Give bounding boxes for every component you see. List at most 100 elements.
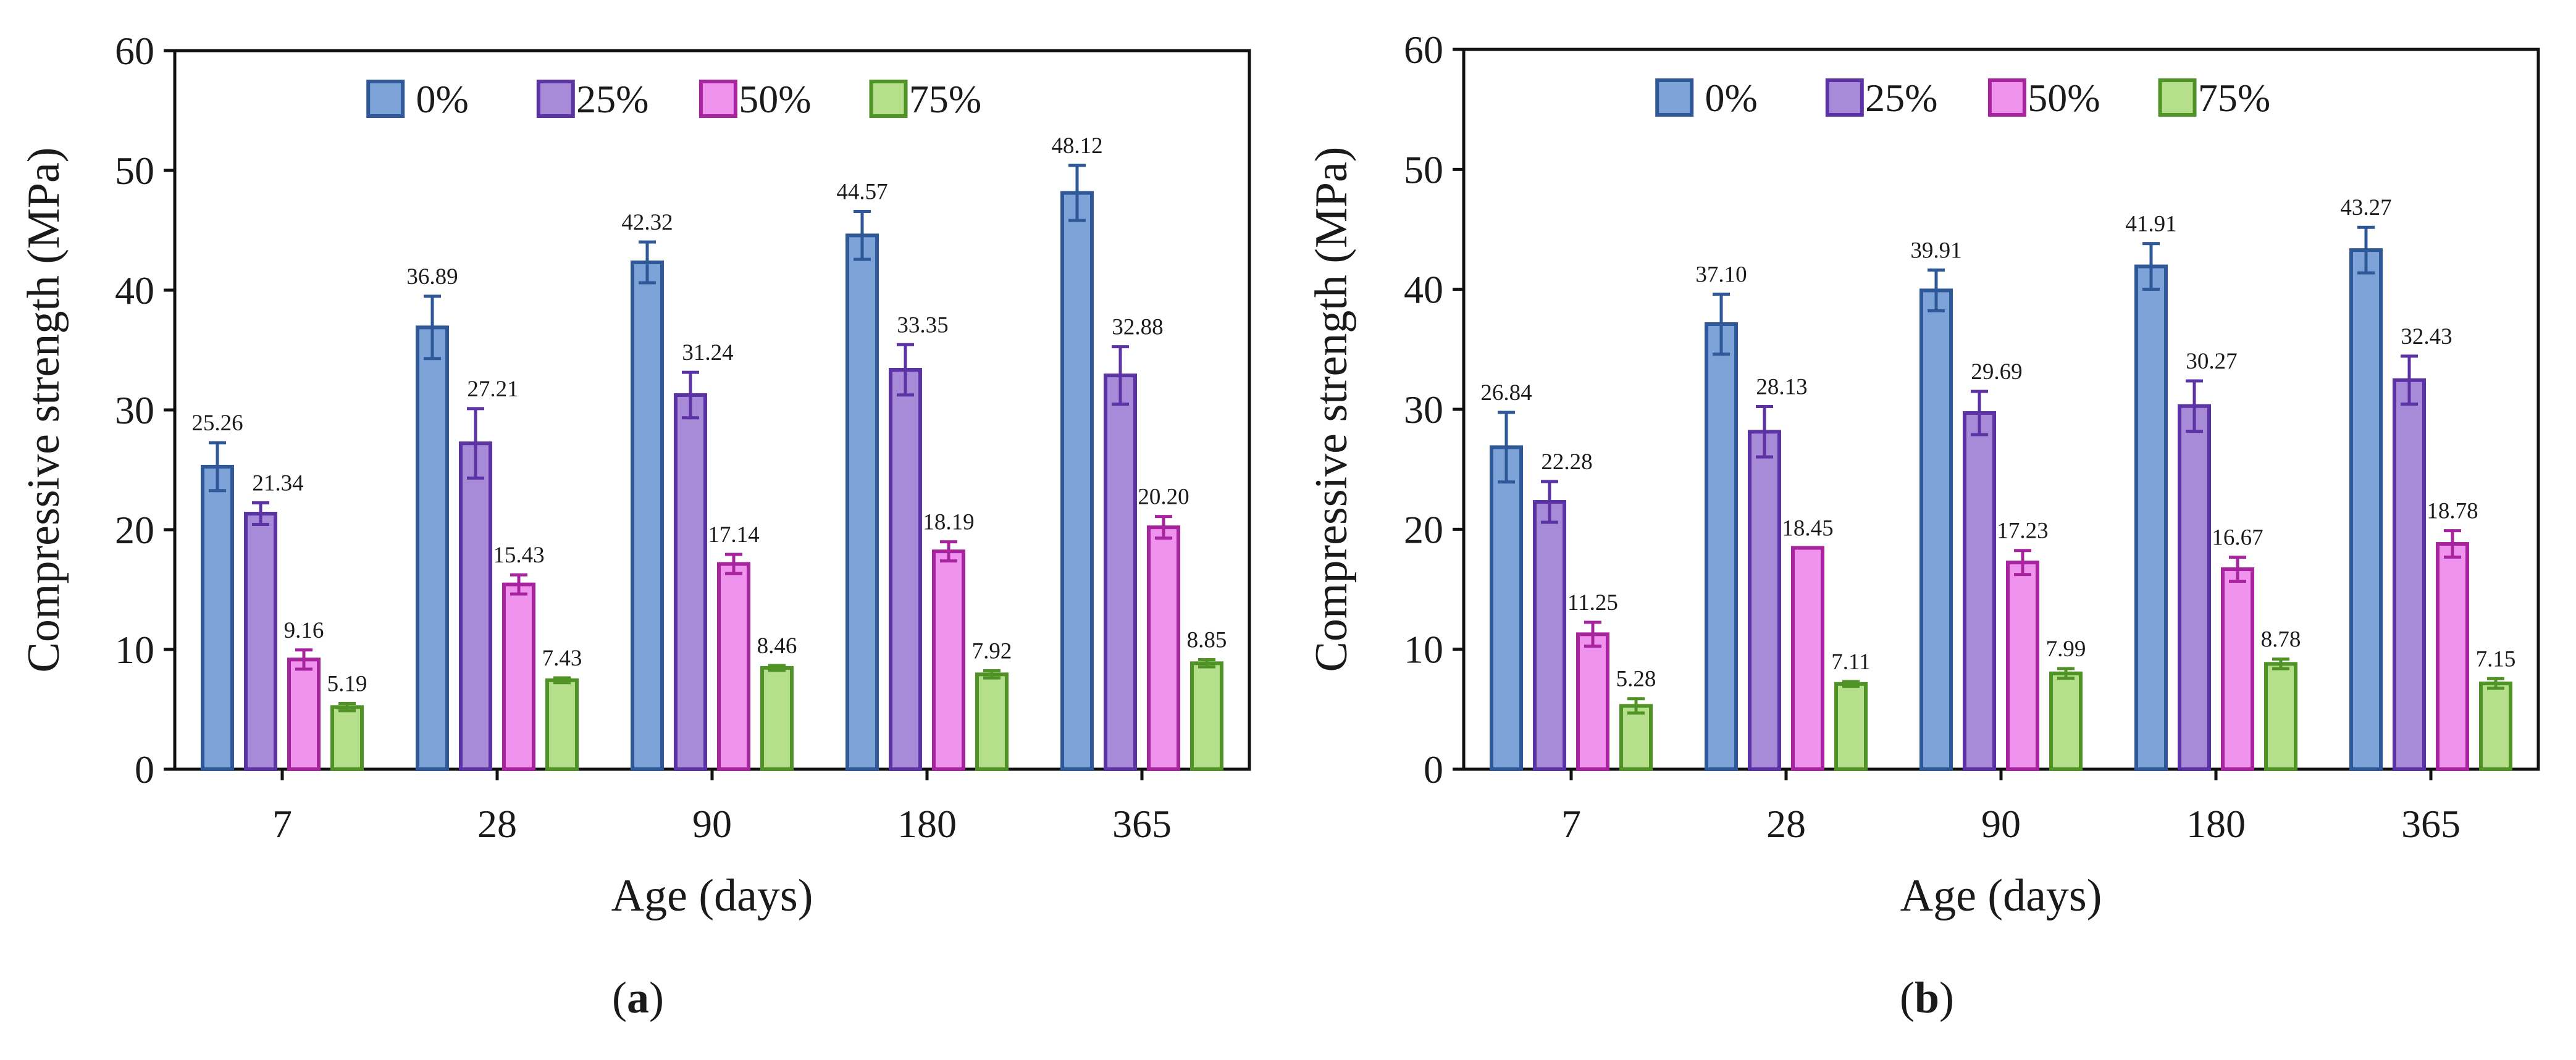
data-label: 33.35 xyxy=(897,312,948,338)
bar-75pct-180 xyxy=(975,672,1009,772)
legend-swatch xyxy=(1655,78,1694,117)
bar-50pct-180 xyxy=(2221,567,2254,771)
bar-0pct-28 xyxy=(416,325,449,771)
bar-25pct-90 xyxy=(674,393,707,771)
y-tick-label: 10 xyxy=(1404,628,1443,672)
legend-label: 75% xyxy=(2198,76,2270,120)
data-label: 5.19 xyxy=(327,671,367,696)
bar-75pct-365 xyxy=(1190,661,1223,772)
bar-0pct-7 xyxy=(1490,445,1523,771)
legend-label: 75% xyxy=(909,77,981,121)
y-axis-title: Compressive strength (MPa) xyxy=(19,148,69,673)
y-tick-label: 50 xyxy=(115,149,154,193)
bar-25pct-7 xyxy=(1533,500,1566,771)
x-tick-label: 28 xyxy=(1766,802,1806,846)
legend-label: 0% xyxy=(1705,76,1758,120)
bar-25pct-7 xyxy=(244,512,277,772)
bar-75pct-90 xyxy=(760,666,794,771)
data-label: 17.23 xyxy=(1997,519,2048,544)
legend-label: 25% xyxy=(576,77,648,121)
legend-swatch xyxy=(699,80,737,118)
data-label: 7.43 xyxy=(542,646,582,671)
data-label: 30.27 xyxy=(2186,349,2237,374)
bar-25pct-28 xyxy=(459,441,492,771)
bar-50pct-28 xyxy=(502,582,535,772)
data-label: 41.91 xyxy=(2125,212,2176,237)
data-label: 42.32 xyxy=(621,210,673,235)
panel-b: 0 10 20 30 40 50 60 Compressive strength (MPa) 7… xyxy=(1306,28,2540,1022)
data-label: 43.27 xyxy=(2340,195,2391,220)
data-label: 5.28 xyxy=(1616,667,1656,692)
bar-0pct-365 xyxy=(1060,191,1094,771)
bar-75pct-90 xyxy=(2049,671,2083,771)
x-axis-title: Age (days) xyxy=(611,870,813,921)
bar-75pct-28 xyxy=(1834,682,1868,771)
legend-label: 25% xyxy=(1865,76,1937,120)
data-label: 18.78 xyxy=(2427,499,2478,524)
bar-25pct-365 xyxy=(2393,378,2426,771)
legend-swatch xyxy=(1825,78,1864,117)
bar-25pct-365 xyxy=(1104,374,1137,771)
bar-75pct-365 xyxy=(2479,682,2512,771)
y-tick-label: 40 xyxy=(115,269,154,312)
data-label: 26.84 xyxy=(1480,380,1532,406)
panel-label: (a) xyxy=(612,973,664,1022)
legend-label: 50% xyxy=(2028,76,2100,120)
bar-75pct-7 xyxy=(330,705,364,771)
y-tick-label: 60 xyxy=(115,29,154,73)
data-label: 25.26 xyxy=(191,411,243,436)
data-label: 8.46 xyxy=(757,633,797,659)
data-label: 11.25 xyxy=(1567,590,1618,616)
bar-0pct-7 xyxy=(201,464,234,771)
data-label: 18.19 xyxy=(923,510,974,535)
data-label: 48.12 xyxy=(1051,133,1102,159)
data-label: 8.78 xyxy=(2261,627,2301,653)
legend-swatch xyxy=(2158,78,2197,117)
y-tick-label: 10 xyxy=(115,628,154,672)
bar-75pct-7 xyxy=(1619,704,1653,771)
x-tick-label: 7 xyxy=(272,802,292,846)
legend-label: 50% xyxy=(739,77,811,121)
bar-50pct-365 xyxy=(2436,542,2469,771)
bar-0pct-180 xyxy=(2134,264,2168,771)
x-tick-label: 180 xyxy=(2186,802,2246,846)
legend-swatch xyxy=(536,80,575,118)
y-tick-label: 0 xyxy=(135,748,154,791)
y-tick-label: 0 xyxy=(1424,748,1443,791)
x-tick-label: 28 xyxy=(477,802,517,846)
data-label: 39.91 xyxy=(1910,238,1961,263)
panel-letter: a xyxy=(627,973,649,1022)
data-label: 7.99 xyxy=(2046,636,2086,662)
x-tick-label: 180 xyxy=(897,802,957,846)
bar-0pct-28 xyxy=(1705,322,1738,771)
panel-a: 0 10 20 30 40 50 60 Compressive strength (MPa) 7… xyxy=(19,29,1251,1022)
data-label: 27.21 xyxy=(467,377,518,402)
bar-50pct-28 xyxy=(1791,546,1824,772)
bar-0pct-180 xyxy=(845,233,879,772)
data-label: 7.15 xyxy=(2476,646,2516,672)
data-label: 28.13 xyxy=(1756,375,1807,400)
y-axis-title: Compressive strength (MPa) xyxy=(1306,147,1357,672)
x-tick-label: 7 xyxy=(1561,802,1581,846)
data-label: 36.89 xyxy=(406,264,458,290)
legend-swatch xyxy=(1987,78,2026,117)
bar-50pct-90 xyxy=(2006,561,2039,772)
y-tick-label: 30 xyxy=(115,388,154,432)
legend-swatch xyxy=(366,80,405,118)
y-tick-label: 60 xyxy=(1404,28,1443,72)
legend-label: 0% xyxy=(416,77,469,121)
bar-50pct-7 xyxy=(1576,632,1609,771)
x-tick-label: 365 xyxy=(2401,802,2461,846)
bar-25pct-28 xyxy=(1748,430,1781,771)
y-tick-label: 50 xyxy=(1404,148,1443,191)
data-label: 9.16 xyxy=(284,618,324,643)
data-label: 32.43 xyxy=(2401,324,2452,349)
bar-0pct-90 xyxy=(1919,288,1953,772)
y-tick-label: 20 xyxy=(1404,507,1443,551)
bar-50pct-180 xyxy=(932,549,965,771)
y-tick-label: 30 xyxy=(1404,388,1443,432)
data-label: 18.45 xyxy=(1782,515,1833,541)
bar-0pct-90 xyxy=(631,260,664,771)
data-label: 16.67 xyxy=(2212,525,2263,551)
x-tick-label: 365 xyxy=(1112,802,1172,846)
